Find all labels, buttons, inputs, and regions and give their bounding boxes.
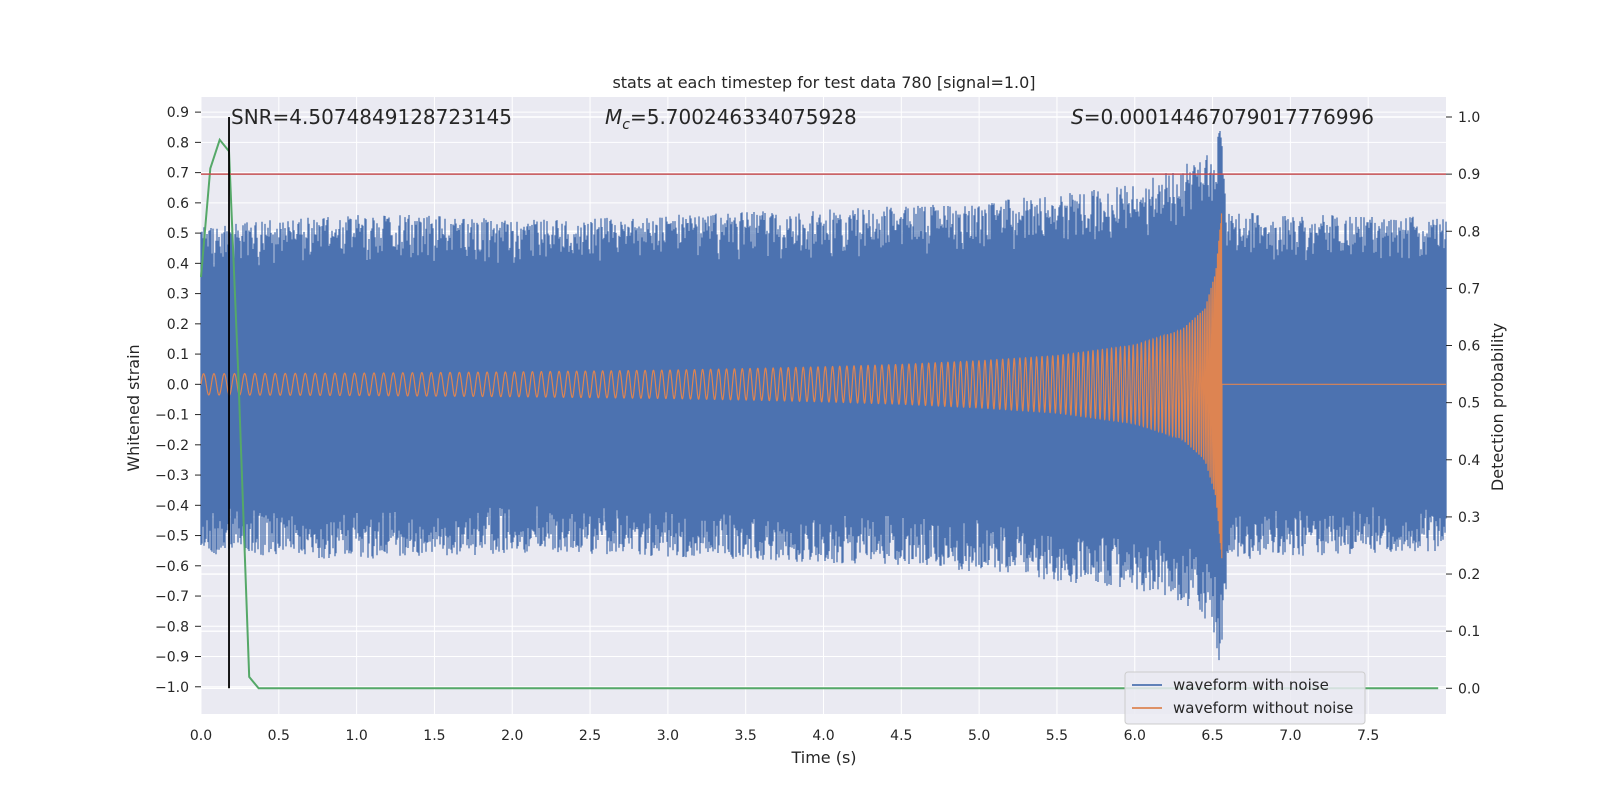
legend: waveform with noise waveform without noi…	[1124, 671, 1366, 725]
y-left-tick-label: −0.7	[155, 589, 189, 605]
y-right-tick-label: 0.9	[1458, 167, 1480, 183]
y-left-tick-label: −0.6	[155, 559, 189, 575]
x-tick-label: 3.0	[657, 728, 679, 744]
y-right-tick-label: 0.5	[1458, 396, 1480, 412]
x-tick-label: 6.0	[1124, 728, 1146, 744]
y-right-tick-label: 0.7	[1458, 281, 1480, 297]
marks-layer	[200, 116, 1446, 690]
x-tick-label: 7.0	[1279, 728, 1301, 744]
y-left-tick-label: 0.0	[167, 377, 189, 393]
chirp-mass-subscript: c	[622, 117, 630, 133]
y-left-tick-label: 0.9	[167, 105, 189, 121]
chart-title: stats at each timestep for test data 780…	[612, 73, 1035, 92]
y-left-tick-label: −0.4	[155, 498, 189, 514]
x-tick-label: 4.5	[890, 728, 912, 744]
y-left-tick-label: −1.0	[155, 680, 189, 696]
y-left-tick-label: 0.8	[167, 135, 189, 151]
series-waveform-without-noise	[200, 213, 1446, 559]
x-tick-label: 2.0	[501, 728, 523, 744]
y-left-tick-label: 0.4	[167, 256, 189, 272]
legend-label-noisy: waveform with noise	[1173, 676, 1329, 694]
x-tick-label: 6.5	[1201, 728, 1223, 744]
significance-symbol: S	[1071, 105, 1084, 129]
y-left-tick-label: −0.1	[155, 408, 189, 424]
y-left-tick-label: 0.5	[167, 226, 189, 242]
series-detection-probability	[200, 137, 1439, 690]
y-left-tick-label: −0.8	[155, 619, 189, 635]
y-left-tick-label: −0.5	[155, 529, 189, 545]
x-tick-label: 4.0	[812, 728, 834, 744]
chirp-mass-annotation: Mc=5.700246334075928	[605, 105, 857, 133]
y-right-tick-label: 0.8	[1458, 224, 1480, 240]
x-tick-label: 1.0	[345, 728, 367, 744]
significance-value: =0.00014467079017776996	[1084, 105, 1374, 129]
y-right-tick-label: 0.0	[1458, 681, 1480, 697]
y-right-tick-label: 0.1	[1458, 624, 1480, 640]
x-tick-label: 3.5	[735, 728, 757, 744]
axes-layer: 0.0 0.5 1.0 1.5 2.0 2.5 3.0 3.5 4.0 4.5 5.0 5.5 6.0 6…	[155, 105, 1480, 744]
x-tick-label: 0.5	[268, 728, 290, 744]
y-right-tick-label: 0.6	[1458, 339, 1480, 355]
chirp-mass-value: =5.700246334075928	[630, 105, 857, 129]
y-right-tick-label: 0.2	[1458, 567, 1480, 583]
y-left-tick-label: 0.6	[167, 196, 189, 212]
legend-label-clean: waveform without noise	[1173, 699, 1353, 717]
x-tick-label: 0.0	[190, 728, 212, 744]
legend-box	[1124, 671, 1366, 725]
series-layer	[200, 131, 1447, 661]
x-axis-label: Time (s)	[790, 748, 856, 767]
y-axis-label-right: Detection probability	[1488, 323, 1507, 491]
x-tick-label: 2.5	[579, 728, 601, 744]
x-tick-label: 5.5	[1046, 728, 1068, 744]
y-left-tick-label: −0.3	[155, 468, 189, 484]
y-left-tick-label: 0.3	[167, 287, 189, 303]
significance-annotation: S=0.00014467079017776996	[1071, 105, 1374, 129]
y-axis-label-left: Whitened strain	[124, 344, 143, 471]
chirp-mass-symbol: M	[605, 105, 622, 129]
x-tick-label: 7.5	[1357, 728, 1379, 744]
y-left-tick-label: −0.2	[155, 438, 189, 454]
y-left-tick-label: 0.2	[167, 317, 189, 333]
snr-annotation: SNR=4.5074849128723145	[231, 105, 512, 129]
x-tick-label: 5.0	[968, 728, 990, 744]
y-right-tick-label: 1.0	[1458, 110, 1480, 126]
x-tick-label: 1.5	[423, 728, 445, 744]
y-left-tick-label: 0.7	[167, 166, 189, 182]
y-right-tick-label: 0.3	[1458, 510, 1480, 526]
y-right-tick-label: 0.4	[1458, 453, 1480, 469]
y-left-tick-label: 0.1	[167, 347, 189, 363]
y-left-tick-label: −0.9	[155, 650, 189, 666]
